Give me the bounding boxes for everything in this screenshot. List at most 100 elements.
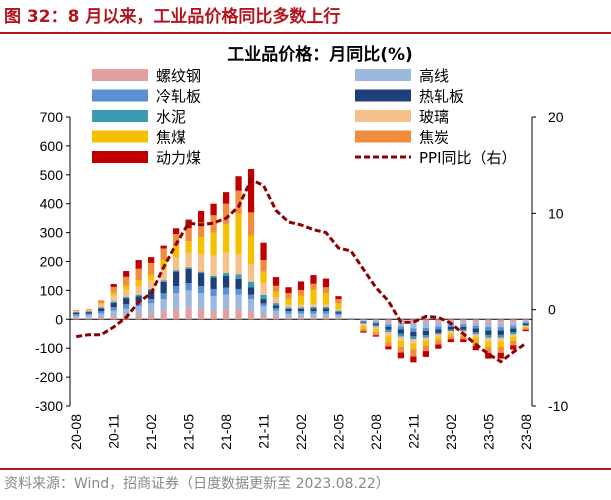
bar-segment <box>222 309 230 320</box>
bar-segment <box>497 319 504 323</box>
bar-segment <box>73 315 80 318</box>
bar-segment <box>510 332 517 335</box>
bar-segment <box>210 296 217 311</box>
bar-segment <box>173 257 180 271</box>
bar-segment <box>460 336 467 340</box>
ppi-line <box>75 177 527 364</box>
bar-segment <box>285 313 292 318</box>
bar-segment <box>185 219 192 229</box>
bar-segment <box>485 341 492 348</box>
bar-segment <box>73 317 80 320</box>
bar-segment <box>173 309 180 320</box>
right-tick-label: 20 <box>548 109 564 125</box>
bar-segment <box>397 352 405 359</box>
bar-segment <box>497 327 504 331</box>
bar-segment <box>247 264 255 282</box>
x-tick-label: 23-08 <box>518 414 534 450</box>
bar-segment <box>397 346 405 353</box>
bar-segment <box>485 337 492 342</box>
bar-segment <box>360 319 367 321</box>
bar-segment <box>135 286 142 295</box>
bar-segment <box>385 332 392 337</box>
bar-segment <box>160 280 167 282</box>
bar-segment <box>110 286 117 293</box>
bar-segment <box>235 190 242 214</box>
bar-segment <box>110 284 117 287</box>
legend-label-ppi: PPI同比（右） <box>419 149 517 167</box>
bar-segment <box>210 310 217 320</box>
bar-segment <box>110 295 117 302</box>
bar-segment <box>297 317 305 320</box>
bar-segment <box>335 317 342 320</box>
legend-swatch <box>92 89 148 102</box>
x-tick-label: 21-08 <box>218 414 234 450</box>
bar-segment <box>85 312 92 314</box>
bar-segment <box>385 329 392 333</box>
bar-segment <box>360 325 367 329</box>
bar-segment <box>160 299 167 311</box>
bar-segment <box>260 271 267 284</box>
bar-segment <box>447 333 454 337</box>
legend-label: 动力煤 <box>156 149 201 167</box>
bar-segment <box>285 304 292 308</box>
bar-segment <box>260 294 267 300</box>
bar-segment <box>135 306 142 315</box>
bar-segment <box>247 312 255 320</box>
bar-segment <box>98 304 105 308</box>
bar-segment <box>272 285 280 292</box>
bar-segment <box>297 295 305 305</box>
bar-segment <box>485 347 492 353</box>
bar-segment <box>197 273 205 287</box>
bar-segment <box>360 331 367 333</box>
right-tick-label: 10 <box>548 205 564 221</box>
source-note: 资料来源：Wind，招商证券（日度数据更新至 2023.08.22） <box>0 468 611 500</box>
legend-label: 螺纹钢 <box>156 67 201 85</box>
bar-segment <box>173 271 180 287</box>
bar-segment <box>272 277 280 286</box>
bar-segment <box>522 319 529 321</box>
bar-segment <box>110 310 117 317</box>
bar-segment <box>385 321 392 325</box>
x-tick-label: 21-05 <box>181 414 197 450</box>
bar-segment <box>385 319 392 322</box>
bar-segment <box>148 303 155 314</box>
bar-segment <box>372 319 380 321</box>
bar-segment <box>185 283 192 291</box>
bar-segment <box>197 210 205 223</box>
bar-segment <box>372 325 380 327</box>
bar-segment <box>73 310 80 311</box>
bar-segment <box>310 313 317 318</box>
bar-segment <box>148 280 155 289</box>
bar-segment <box>160 293 167 300</box>
left-tick-label: -300 <box>35 398 63 414</box>
bar-segment <box>410 356 417 363</box>
bar-segment <box>85 311 92 313</box>
bar-segment <box>73 311 80 313</box>
bar-segment <box>522 325 529 326</box>
bar-segment <box>497 337 504 342</box>
bar-segment <box>260 303 267 307</box>
bar-segment <box>510 328 517 333</box>
bar-segment <box>260 260 267 272</box>
bar-segment <box>472 345 479 351</box>
bar-segment <box>335 314 342 318</box>
bar-segment <box>235 176 242 191</box>
bar-segment <box>222 192 230 204</box>
bar-segment <box>110 301 117 303</box>
bar-segment <box>485 330 492 335</box>
bar-segment <box>322 293 330 305</box>
bar-segment <box>85 314 92 318</box>
right-tick-label: 0 <box>548 302 556 318</box>
bar-segment <box>310 283 317 290</box>
bar-segment <box>148 288 155 291</box>
legend-label: 焦煤 <box>156 129 186 147</box>
bar-segment <box>235 288 242 295</box>
bar-segment <box>372 322 380 324</box>
bar-segment <box>285 298 292 305</box>
bar-segment <box>322 316 330 320</box>
bar-segment <box>485 322 492 328</box>
bar-segment <box>410 322 417 329</box>
bar-segment <box>422 345 429 352</box>
bar-segment <box>185 241 192 253</box>
x-tick-label: 20-08 <box>68 414 84 450</box>
